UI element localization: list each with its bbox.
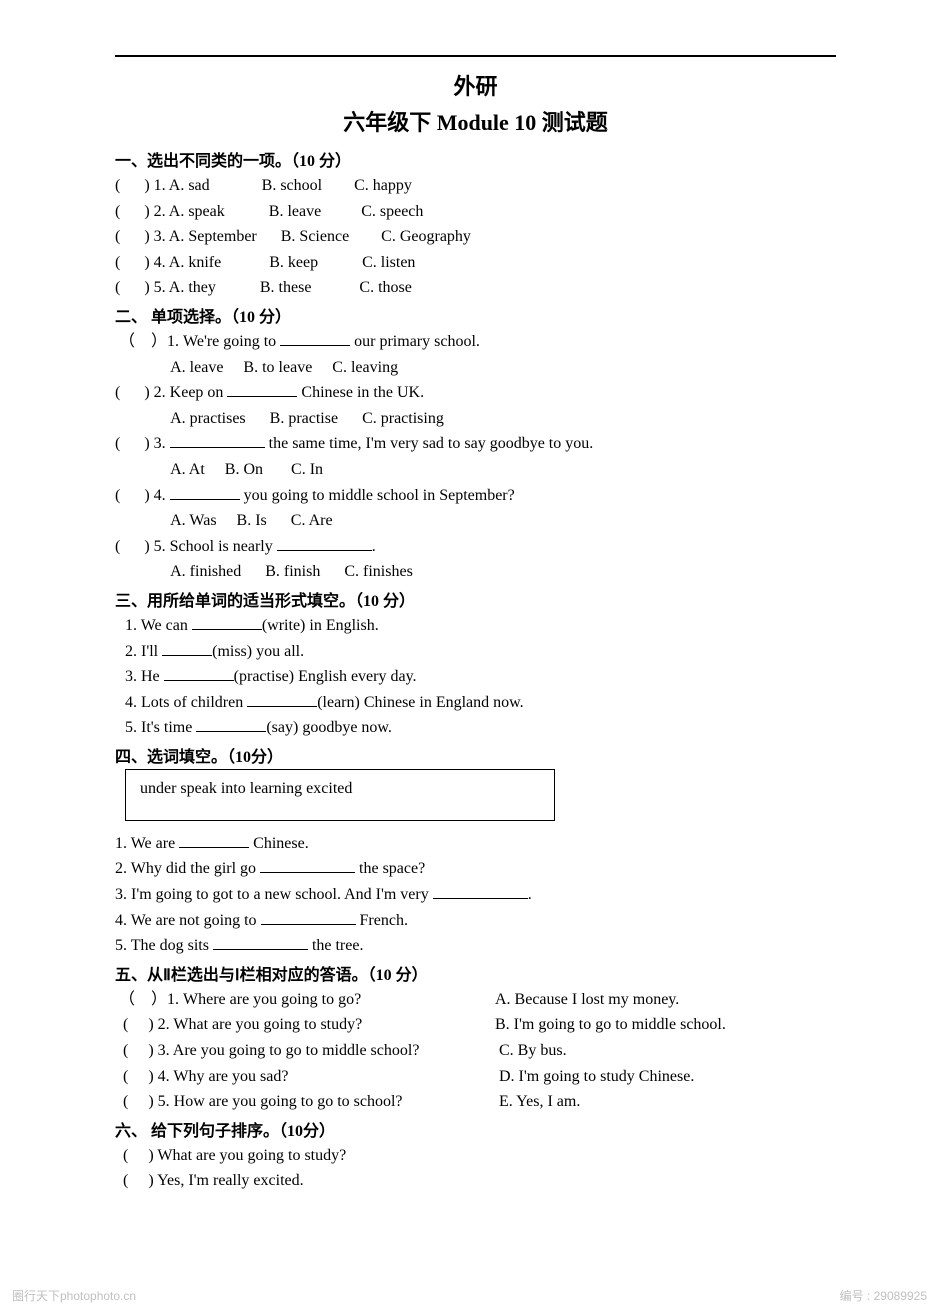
s2-a3: A. At B. On C. In xyxy=(115,457,836,483)
section-3-header: 三、用所给单词的适当形式填空。（10 分） xyxy=(115,587,836,611)
section-4-header: 四、选词填空。（10分） xyxy=(115,743,836,767)
s2-q1: （ ）1. We're going to our primary school. xyxy=(115,329,836,355)
s4-item-1: 1. We are Chinese. xyxy=(115,831,836,857)
s6-item-1: ( ) What are you going to study? xyxy=(115,1143,836,1169)
section-2-header: 二、 单项选择。（10 分） xyxy=(115,303,836,327)
s1-item-1: ( ) 1. A. sad B. school C. happy xyxy=(115,173,836,199)
s4-item-5: 5. The dog sits the tree. xyxy=(115,933,836,959)
word-box: under speak into learning excited xyxy=(125,769,555,821)
s2-q2: ( ) 2. Keep on Chinese in the UK. xyxy=(115,380,836,406)
s5-item-2: ( ) 2. What are you going to study?B. I'… xyxy=(115,1012,836,1038)
section-1-items: ( ) 1. A. sad B. school C. happy ( ) 2. … xyxy=(115,173,836,301)
s2-a4: A. Was B. Is C. Are xyxy=(115,508,836,534)
s5-item-3: ( ) 3. Are you going to go to middle sch… xyxy=(115,1038,836,1064)
s1-item-2: ( ) 2. A. speak B. leave C. speech xyxy=(115,199,836,225)
s1-item-4: ( ) 4. A. knife B. keep C. listen xyxy=(115,250,836,276)
s2-a2: A. practises B. practise C. practising xyxy=(115,406,836,432)
s5-item-4: ( ) 4. Why are you sad? D. I'm going to … xyxy=(115,1064,836,1090)
section-5-items: （ ）1. Where are you going to go?A. Becau… xyxy=(115,987,836,1115)
s1-item-5: ( ) 5. A. they B. these C. those xyxy=(115,275,836,301)
section-3-items: 1. We can (write) in English. 2. I'll (m… xyxy=(115,613,836,741)
s2-a1: A. leave B. to leave C. leaving xyxy=(115,355,836,381)
section-2-items: （ ）1. We're going to our primary school.… xyxy=(115,329,836,585)
s3-item-2: 2. I'll (miss) you all. xyxy=(115,639,836,665)
section-6-header: 六、 给下列句子排序。（10分） xyxy=(115,1117,836,1141)
s3-item-3: 3. He (practise) English every day. xyxy=(115,664,836,690)
title-line-1: 外研 xyxy=(115,69,836,101)
s4-item-3: 3. I'm going to got to a new school. And… xyxy=(115,882,836,908)
s2-q4: ( ) 4. you going to middle school in Sep… xyxy=(115,483,836,509)
section-4-items: 1. We are Chinese. 2. Why did the girl g… xyxy=(115,831,836,959)
s3-item-1: 1. We can (write) in English. xyxy=(115,613,836,639)
section-5-header: 五、从Ⅱ栏选出与Ⅰ栏相对应的答语。（10 分） xyxy=(115,961,836,985)
document-page: 外研 六年级下 Module 10 测试题 一、选出不同类的一项。（10 分） … xyxy=(0,0,951,1194)
s5-item-5: ( ) 5. How are you going to go to school… xyxy=(115,1089,836,1115)
header-horizontal-rule xyxy=(115,55,836,57)
title-line-2: 六年级下 Module 10 测试题 xyxy=(115,105,836,137)
footer-site: 圈行天下photophoto.cn xyxy=(12,1289,136,1303)
s2-q5: ( ) 5. School is nearly . xyxy=(115,534,836,560)
footer: 圈行天下photophoto.cn xyxy=(12,1287,136,1304)
s3-item-5: 5. It's time (say) goodbye now. xyxy=(115,715,836,741)
s6-item-2: ( ) Yes, I'm really excited. xyxy=(115,1168,836,1194)
s4-item-4: 4. We are not going to French. xyxy=(115,908,836,934)
section-6-items: ( ) What are you going to study? ( ) Yes… xyxy=(115,1143,836,1194)
s2-q3: ( ) 3. the same time, I'm very sad to sa… xyxy=(115,431,836,457)
footer-id: 编号 : 29089925 xyxy=(840,1287,927,1304)
word-box-content: under speak into learning excited xyxy=(140,780,352,797)
s1-item-3: ( ) 3. A. September B. Science C. Geogra… xyxy=(115,224,836,250)
section-1-header: 一、选出不同类的一项。（10 分） xyxy=(115,147,836,171)
s2-a5: A. finished B. finish C. finishes xyxy=(115,559,836,585)
s5-item-1: （ ）1. Where are you going to go?A. Becau… xyxy=(115,987,836,1013)
s3-item-4: 4. Lots of children (learn) Chinese in E… xyxy=(115,690,836,716)
s4-item-2: 2. Why did the girl go the space? xyxy=(115,856,836,882)
